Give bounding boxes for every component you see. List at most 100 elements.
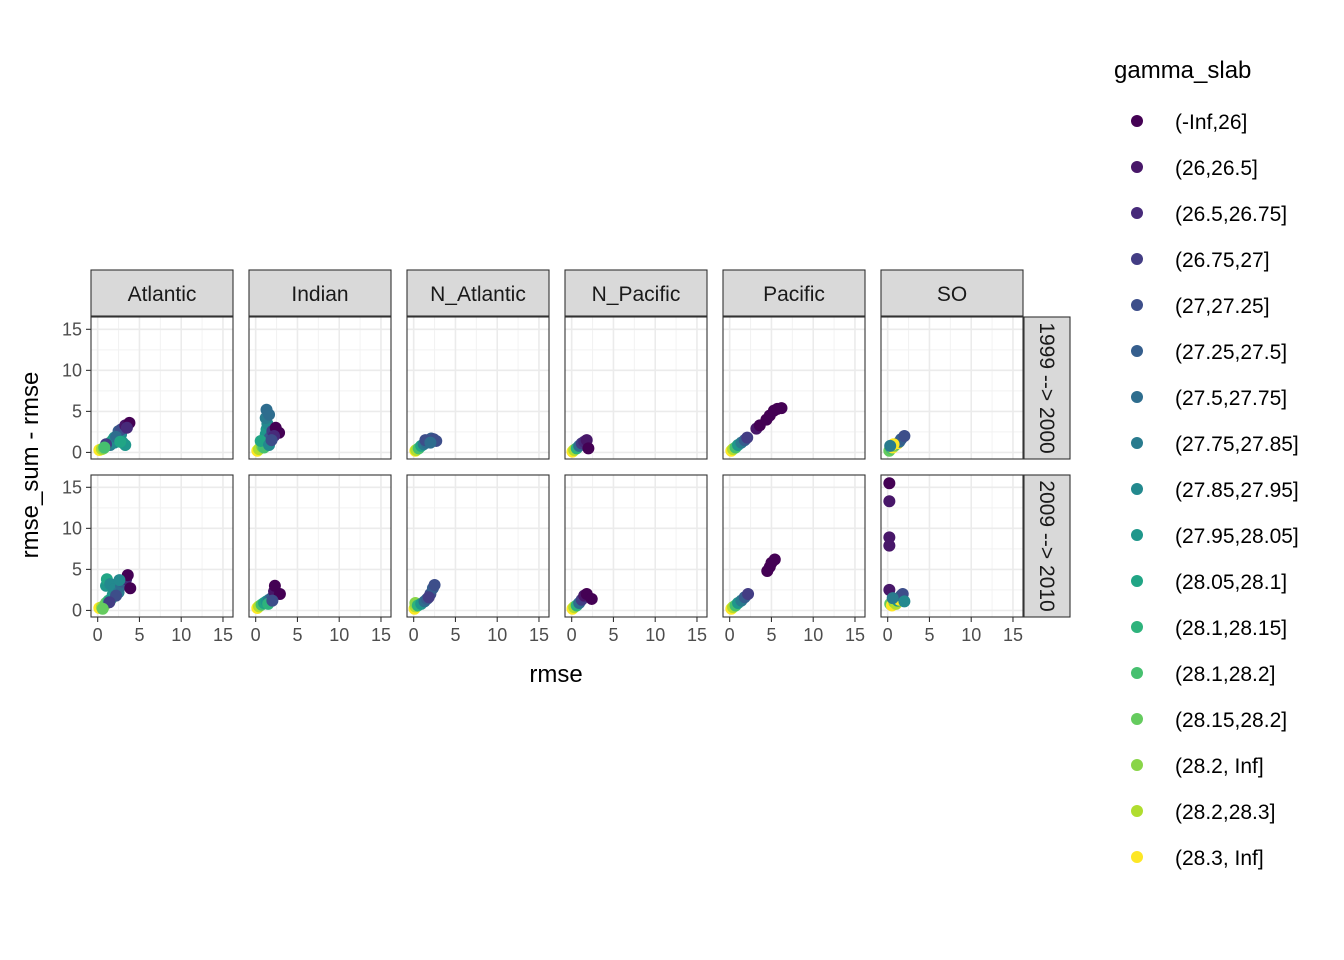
panel-grid-lines <box>881 317 1023 459</box>
strip-label: Indian <box>291 283 348 306</box>
legend-key <box>1131 115 1143 127</box>
panel-atlantic-row-1: 0 5 10 15 <box>62 316 234 462</box>
row-strip-label: 1999 --> 2000 <box>1035 322 1058 453</box>
facet-strip-n-pacific: N_Pacific <box>564 269 708 317</box>
x-tick-label: 5 <box>924 625 934 645</box>
panel-grid: Atlantic Indian N_Atlantic N_Pacific Pacific… <box>62 269 1071 645</box>
panel-border <box>90 474 234 618</box>
legend-entry: (27.75,27.85] <box>1131 433 1299 456</box>
panel-points <box>566 434 595 458</box>
data-point <box>898 595 911 608</box>
legend-entry: (27.5,27.75] <box>1131 387 1287 410</box>
panel-points <box>409 432 443 457</box>
y-tick-label: 10 <box>62 518 82 538</box>
panel-grid-lines <box>565 475 707 617</box>
strip-label: Pacific <box>763 283 825 306</box>
legend-key <box>1131 621 1143 633</box>
x-tick-label: 0 <box>409 625 419 645</box>
data-point <box>96 602 109 615</box>
panel-atlantic-row-2: 0 5 10 15 0 5 10 15 <box>62 474 234 645</box>
x-tick-label: 0 <box>251 625 261 645</box>
legend-key <box>1131 161 1143 173</box>
data-point <box>898 430 911 443</box>
legend-label: (27.95,28.05] <box>1175 525 1299 548</box>
data-point <box>263 408 276 421</box>
data-point <box>883 531 896 544</box>
data-point <box>582 442 595 455</box>
legend-label: (28.1,28.2] <box>1175 663 1275 686</box>
facet-strip-atlantic: Atlantic <box>90 269 234 317</box>
data-point <box>98 441 111 454</box>
legend-label: (-Inf,26] <box>1175 111 1247 134</box>
y-tick-label: 0 <box>72 600 82 620</box>
y-tick-label: 15 <box>62 319 82 339</box>
x-tick-label: 10 <box>329 625 349 645</box>
data-point <box>884 439 897 452</box>
panel-grid-lines <box>407 475 549 617</box>
data-point <box>424 436 437 449</box>
panel-points <box>93 569 137 615</box>
panel-border <box>406 474 550 618</box>
legend-label: (27.5,27.75] <box>1175 387 1287 410</box>
legend-entry: (27,27.25] <box>1131 295 1270 318</box>
legend-label: (28.1,28.15] <box>1175 617 1287 640</box>
data-point <box>113 574 126 587</box>
legend-label: (28.3, Inf] <box>1175 847 1264 870</box>
legend-key <box>1131 667 1143 679</box>
legend-key <box>1131 575 1143 587</box>
x-tick-label: 0 <box>725 625 735 645</box>
data-point <box>883 495 896 508</box>
x-tick-label: 5 <box>134 625 144 645</box>
x-tick-label: 10 <box>645 625 665 645</box>
panel-grid-lines <box>249 317 391 459</box>
panel-indian-row-2: 0 5 10 15 <box>248 474 392 645</box>
y-tick-label: 0 <box>72 442 82 462</box>
panel-border <box>406 316 550 460</box>
legend-entries: (-Inf,26] (26,26.5] (26.5,26.75] (26.75,27]… <box>1131 111 1299 870</box>
legend-label: (27.25,27.5] <box>1175 341 1287 364</box>
x-tick-label: 10 <box>487 625 507 645</box>
panel-points <box>883 430 911 457</box>
legend-title: gamma_slab <box>1114 57 1251 84</box>
legend-label: (28.05,28.1] <box>1175 571 1287 594</box>
legend-label: (26,26.5] <box>1175 157 1258 180</box>
strip-background <box>406 269 550 317</box>
data-point <box>768 553 781 566</box>
panel-points <box>566 588 598 615</box>
x-tick-label: 5 <box>608 625 618 645</box>
x-tick-label: 15 <box>1003 625 1023 645</box>
x-tick-label: 0 <box>93 625 103 645</box>
panel-points <box>93 416 136 456</box>
row-strip-label: 2009 --> 2010 <box>1035 480 1058 611</box>
legend-key <box>1131 805 1143 817</box>
data-point <box>742 588 755 601</box>
panel-border <box>564 316 708 460</box>
legend-key <box>1131 529 1143 541</box>
panel-grid-lines <box>249 475 391 617</box>
legend-key <box>1131 851 1143 863</box>
row-strip-2: 2009 --> 2010 <box>1023 474 1071 618</box>
data-point <box>585 592 598 605</box>
panel-border <box>722 474 866 618</box>
panel-points <box>725 402 788 457</box>
y-axis-title: rmse_sum - rmse <box>17 372 44 559</box>
strip-background <box>1023 316 1071 460</box>
legend-entry: (27.25,27.5] <box>1131 341 1287 364</box>
legend-label: (28.2,28.3] <box>1175 801 1275 824</box>
legend-entry: (27.85,27.95] <box>1131 479 1299 502</box>
data-point <box>883 477 896 490</box>
panel-border <box>564 474 708 618</box>
x-tick-label: 15 <box>687 625 707 645</box>
strip-label: Atlantic <box>128 283 197 306</box>
panel-points <box>725 553 781 615</box>
y-tick-label: 10 <box>62 360 82 380</box>
legend-entry: (28.15,28.2] <box>1131 709 1287 732</box>
x-tick-label: 5 <box>292 625 302 645</box>
strip-background <box>564 269 708 317</box>
legend-key <box>1131 483 1143 495</box>
panel-border <box>90 316 234 460</box>
data-point <box>120 421 133 434</box>
strip-background <box>1023 474 1071 618</box>
y-tick-label: 15 <box>62 477 82 497</box>
data-point <box>265 434 278 447</box>
